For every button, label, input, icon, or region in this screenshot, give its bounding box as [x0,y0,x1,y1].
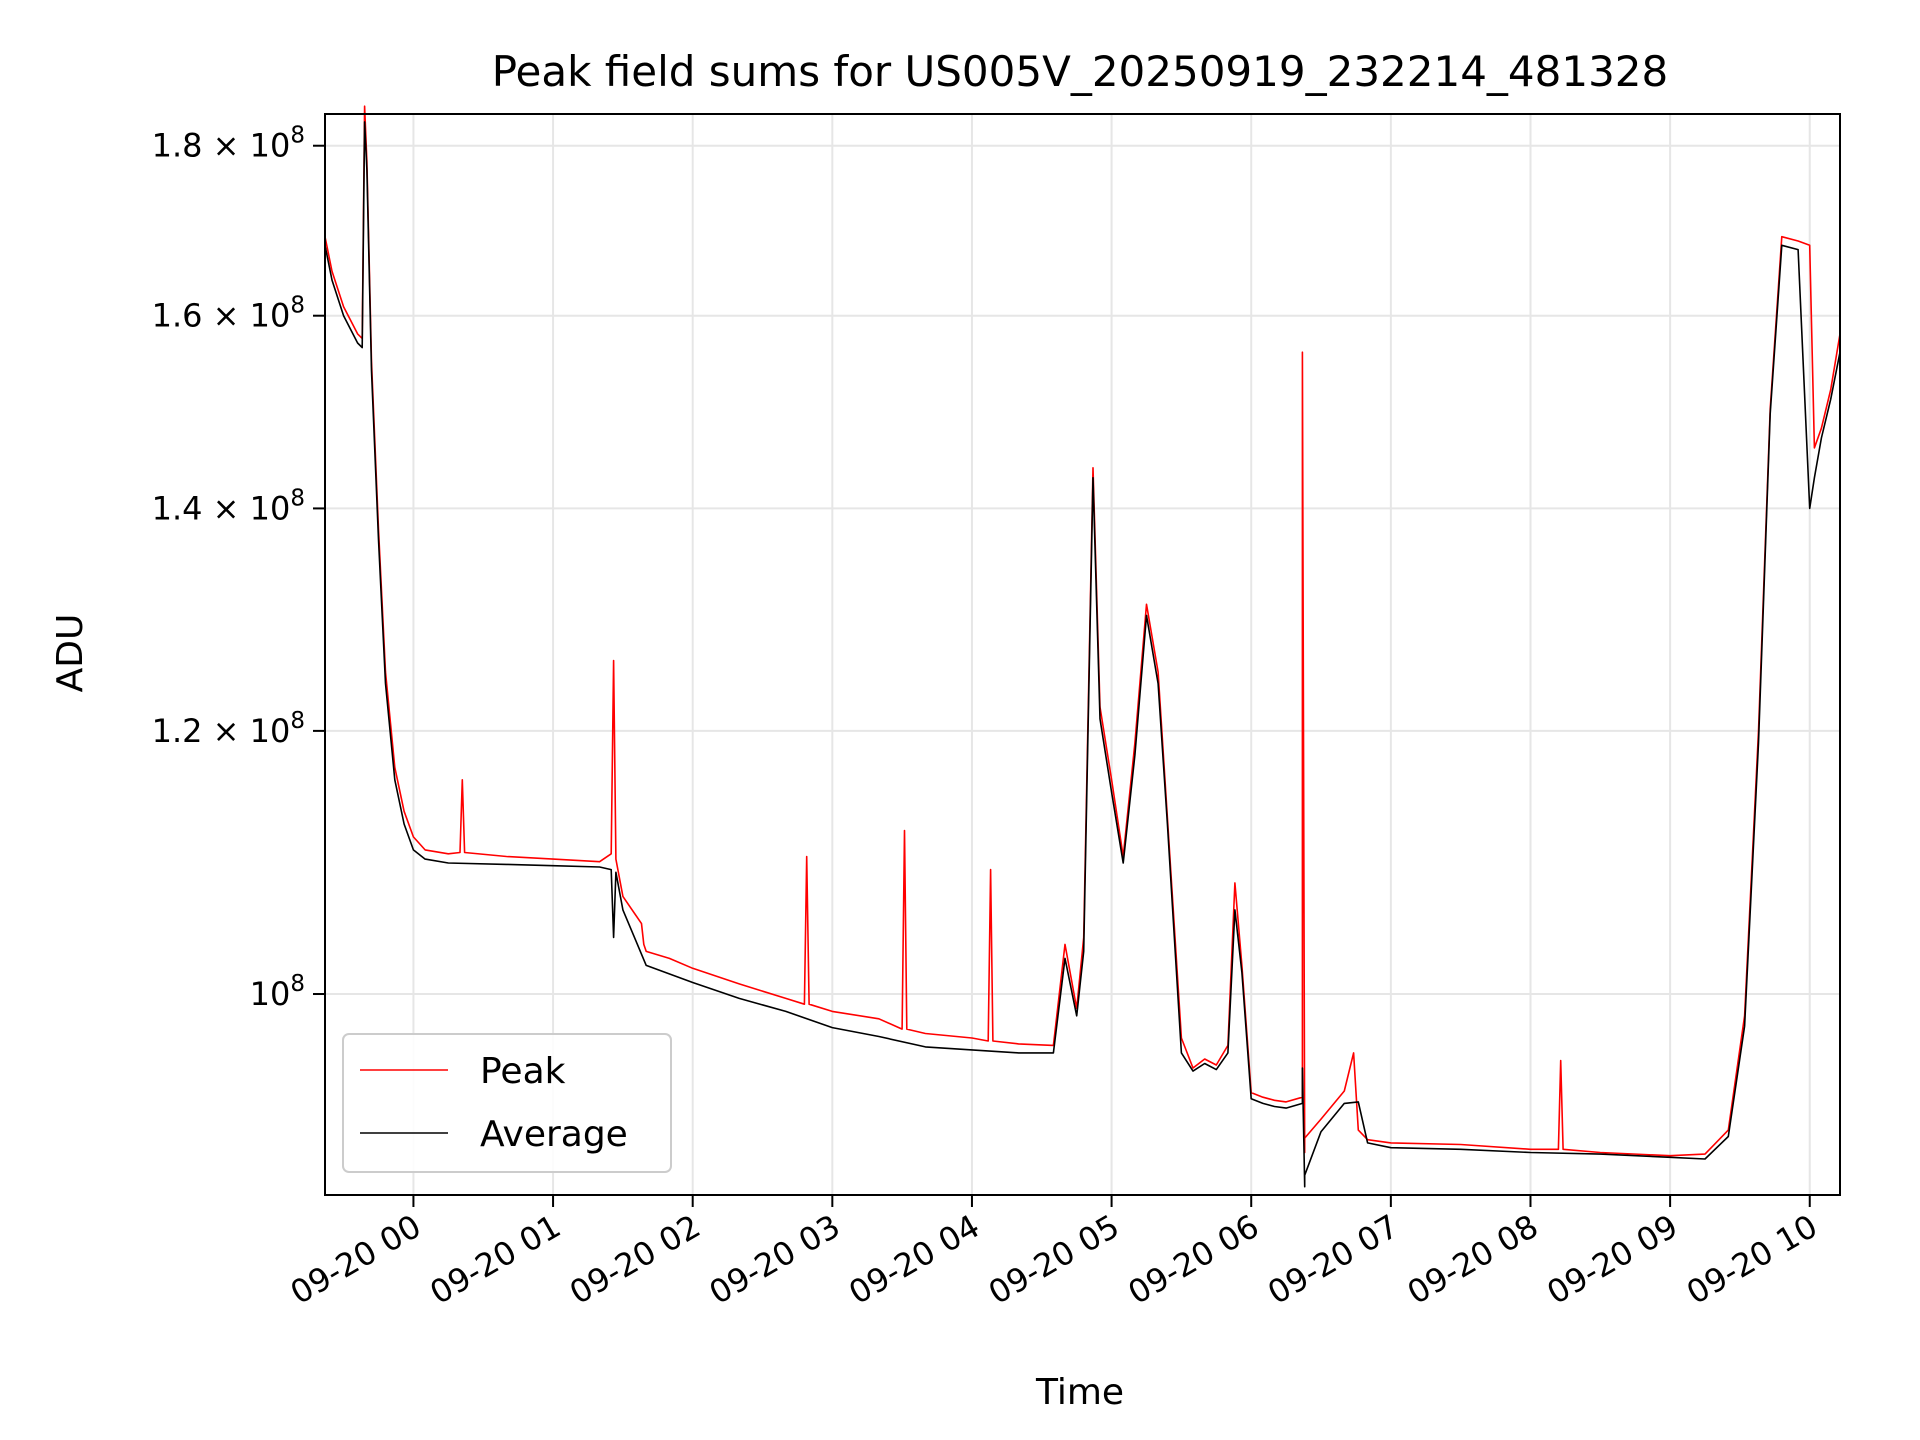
legend-box [342,1033,672,1173]
y-tick-label: 1.4 × 108 [152,485,305,527]
y-tick-label: 108 [250,971,305,1013]
y-tick-base: 10 [250,297,291,335]
y-axis-label: ADU [50,614,91,693]
plot-frame [324,113,1841,1196]
y-tick-base: 10 [250,489,291,527]
y-tick-exponent: 8 [290,293,305,319]
y-tick-label: 1.6 × 108 [152,293,305,335]
y-tick-mantissa: 1.2 × [152,712,250,750]
y-tick-exponent: 8 [290,708,305,734]
y-tick-mantissa: 1.4 × [152,489,250,527]
y-tick-base: 10 [250,975,291,1013]
y-tick-mantissa: 1.6 × [152,297,250,335]
legend-label-peak: Peak [480,1051,566,1092]
y-tick-label: 1.2 × 108 [152,708,305,750]
y-tick-exponent: 8 [290,971,305,997]
y-tick-exponent: 8 [290,123,305,149]
legend: Peak Average [342,1033,672,1173]
y-tick-base: 10 [250,127,291,165]
y-tick-base: 10 [250,712,291,750]
chart-title: Peak field sums for US005V_20250919_2322… [492,47,1669,96]
series-lines [324,105,1841,1188]
grid [325,114,1840,1195]
legend-label-average: Average [480,1114,628,1155]
series-line-peak [324,105,1841,1157]
x-axis-label: Time [1035,1372,1124,1413]
series-line-average [324,121,1841,1188]
y-tick-label: 1.8 × 108 [152,123,305,165]
y-tick-mantissa: 1.8 × [152,127,250,165]
plot-background [325,114,1840,1195]
y-tick-exponent: 8 [290,485,305,511]
